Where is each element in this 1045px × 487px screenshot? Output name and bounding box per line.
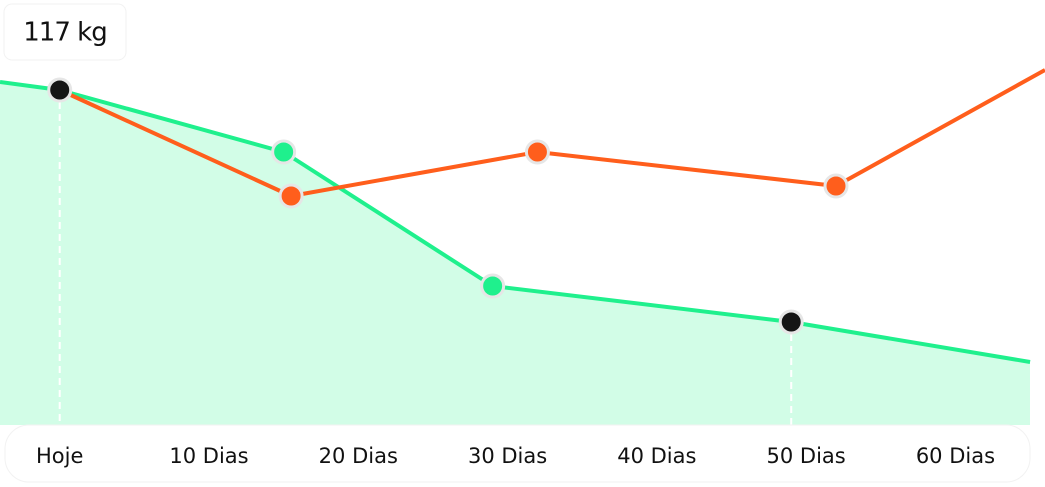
area <box>0 82 1031 425</box>
x-tick-label: 60 Dias <box>916 444 995 468</box>
point <box>47 77 73 103</box>
point <box>524 139 550 165</box>
x-tick-label: 30 Dias <box>468 444 547 468</box>
x-tick-label: 40 Dias <box>617 444 696 468</box>
point <box>278 183 304 209</box>
value-badge <box>3 3 127 61</box>
x-tick-label: Hoje <box>36 444 83 468</box>
current-weight: 117 kg <box>23 18 106 48</box>
point <box>480 273 506 299</box>
x-tick-label: 10 Dias <box>169 444 248 468</box>
x-axis-bar <box>4 424 1031 483</box>
point <box>778 309 804 335</box>
point <box>823 173 849 199</box>
point <box>271 139 297 165</box>
marker-layer <box>47 77 849 335</box>
fill-layer <box>0 82 1031 425</box>
x-tick-label: 50 Dias <box>767 444 846 468</box>
guide-layer <box>58 90 793 425</box>
x-tick-label: 20 Dias <box>319 444 398 468</box>
